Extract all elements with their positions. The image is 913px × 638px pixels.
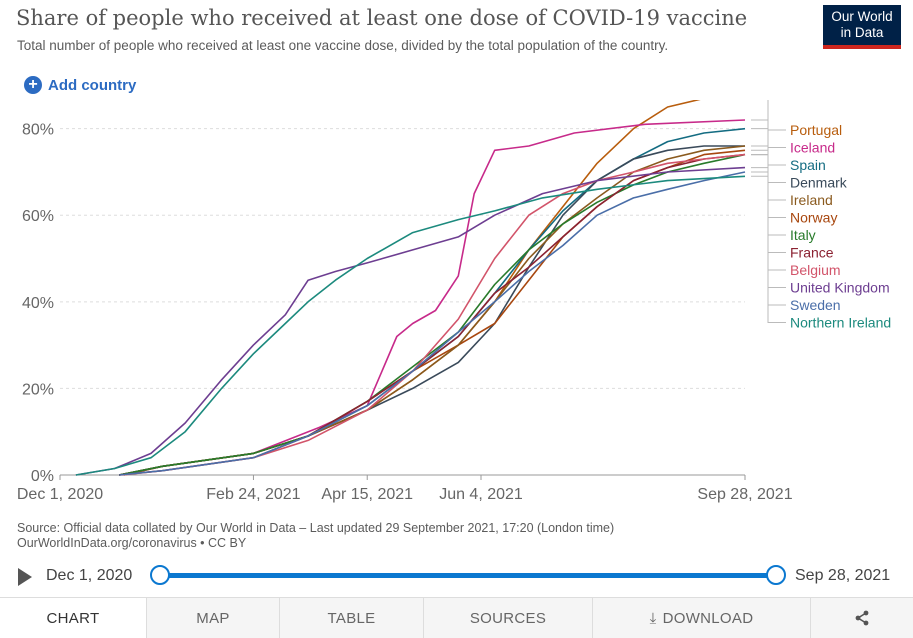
x-tick-label: Jun 4, 2021: [439, 486, 523, 503]
chart-title: Share of people who received at least on…: [16, 6, 748, 30]
series-line-italy: [119, 153, 746, 476]
legend-label: Northern Ireland: [790, 315, 891, 331]
source-note: Source: Official data collated by Our Wo…: [17, 521, 614, 551]
series-line-portugal: [119, 100, 701, 476]
tab-sources[interactable]: SOURCES: [424, 598, 593, 638]
legend-label: Spain: [790, 157, 826, 173]
tab-bar: CHART MAP TABLE SOURCES ⤓ DOWNLOAD: [0, 597, 913, 638]
timeline-end-handle[interactable]: [766, 565, 786, 585]
series-line-belgium: [121, 153, 746, 476]
line-chart: 0% 20% 40% 60% 80% Dec 1, 2020 Feb 24, 2021 Apr…: [17, 100, 891, 503]
tab-table[interactable]: TABLE: [280, 598, 424, 638]
series-line-united-kingdom: [75, 166, 746, 476]
tab-download[interactable]: ⤓ DOWNLOAD: [593, 598, 811, 638]
plus-icon: +: [24, 76, 42, 94]
series-line-iceland: [123, 119, 746, 476]
legend-label: United Kingdom: [790, 280, 890, 296]
logo-line-2: in Data: [840, 25, 884, 40]
source-line-2[interactable]: OurWorldInData.org/coronavirus • CC BY: [17, 536, 247, 550]
timeline: Dec 1, 2020 Sep 28, 2021: [0, 560, 913, 594]
x-tick-label: Apr 15, 2021: [321, 486, 413, 503]
legend-label: Norway: [790, 210, 837, 226]
legend-label: Portugal: [790, 122, 842, 138]
logo-line-1: Our World: [831, 9, 893, 24]
legend-label: Denmark: [790, 175, 848, 191]
y-tick-label: 40%: [22, 295, 54, 312]
download-icon: ⤓: [649, 609, 657, 627]
legend-connector: [767, 100, 786, 131]
add-country-label: Add country: [48, 76, 137, 94]
chart-subtitle: Total number of people who received at l…: [17, 38, 669, 53]
legend-label: Iceland: [790, 140, 835, 156]
y-tick-label: 0%: [31, 468, 54, 485]
timeline-start-handle[interactable]: [150, 565, 170, 585]
legend-label: Belgium: [790, 262, 841, 278]
tab-map[interactable]: MAP: [147, 598, 280, 638]
play-icon[interactable]: [18, 568, 32, 586]
x-tick-label: Sep 28, 2021: [697, 486, 792, 503]
y-tick-label: 60%: [22, 208, 54, 225]
series-line-france: [119, 153, 746, 476]
legend-label: Italy: [790, 227, 816, 243]
owid-logo[interactable]: Our World in Data: [823, 5, 901, 49]
source-line-1: Source: Official data collated by Our Wo…: [17, 521, 615, 535]
x-tick-label: Dec 1, 2020: [17, 486, 103, 503]
timeline-end-label: Sep 28, 2021: [795, 567, 891, 584]
add-country-button[interactable]: + Add country: [24, 76, 136, 94]
series-line-sweden: [119, 171, 746, 476]
legend-label: Sweden: [790, 297, 841, 313]
legend-label: Ireland: [790, 192, 833, 208]
download-label: DOWNLOAD: [662, 609, 754, 627]
legend-connector: [751, 175, 786, 323]
legend-label: France: [790, 245, 834, 261]
timeline-track[interactable]: [160, 573, 775, 578]
tab-chart[interactable]: CHART: [0, 598, 147, 638]
series-line-denmark: [119, 145, 745, 476]
y-tick-label: 20%: [22, 381, 54, 398]
series-line-northern-ireland: [75, 175, 746, 476]
share-icon: [855, 610, 869, 626]
x-tick-label: Feb 24, 2021: [206, 486, 300, 503]
tab-share[interactable]: [811, 598, 913, 638]
y-tick-label: 80%: [22, 122, 54, 139]
timeline-start-label: Dec 1, 2020: [46, 567, 133, 584]
